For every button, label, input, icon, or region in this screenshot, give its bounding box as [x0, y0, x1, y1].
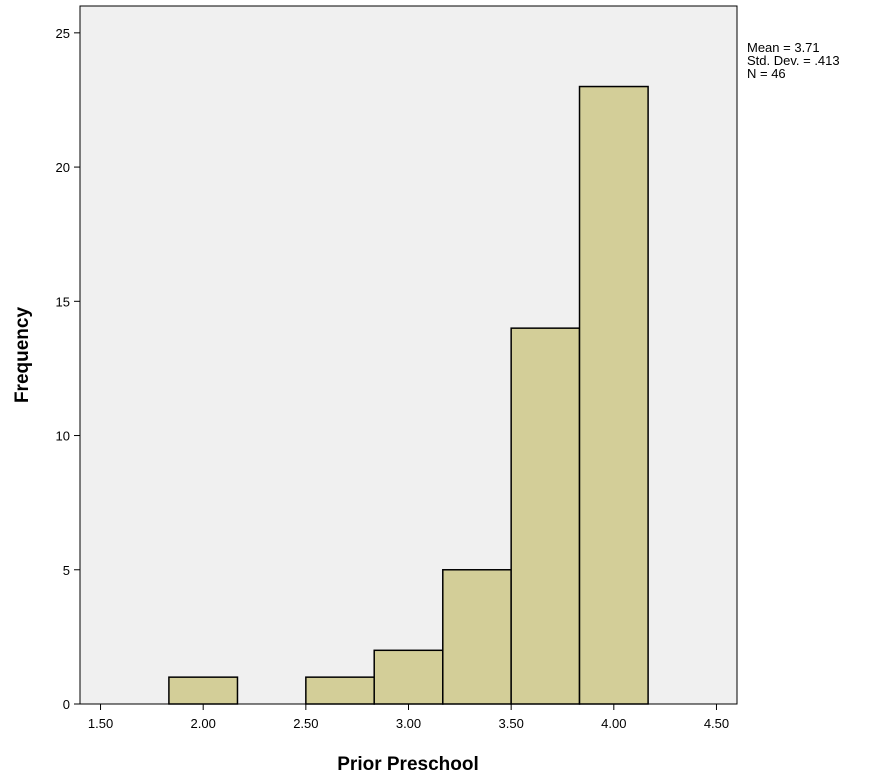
x-tick-label-2: 2.50 [293, 716, 318, 731]
stats-line-1: Std. Dev. = .413 [747, 53, 840, 68]
bar-6 [578, 85, 649, 705]
x-axis: 1.50 2.00 2.50 3.00 3.50 4.00 4.50 [88, 704, 729, 731]
y-tick-label-3: 15 [56, 294, 70, 309]
x-tick-label-5: 4.00 [601, 716, 626, 731]
bar-5 [510, 327, 581, 705]
y-axis-title: Frequency [12, 307, 33, 404]
y-tick-label-4: 20 [56, 160, 70, 175]
x-tick-label-6: 4.50 [704, 716, 729, 731]
y-tick-label-1: 5 [63, 563, 70, 578]
bar-0 [168, 676, 239, 705]
stats-line-0: Mean = 3.71 [747, 40, 820, 55]
bar-4 [442, 569, 512, 705]
x-tick-label-0: 1.50 [88, 716, 113, 731]
y-tick-label-2: 10 [56, 429, 70, 444]
bar-3 [373, 649, 444, 705]
bars-group [168, 85, 649, 705]
y-tick-label-0: 0 [63, 697, 70, 712]
x-axis-title: Prior Preschool [337, 754, 479, 775]
y-tick-label-5: 25 [56, 26, 70, 41]
x-tick-label-4: 3.50 [499, 716, 524, 731]
stats-line-2: N = 46 [747, 66, 786, 81]
y-axis: 0 5 10 15 20 25 [56, 26, 80, 712]
bar-2 [305, 676, 375, 705]
x-tick-label-1: 2.00 [191, 716, 216, 731]
x-tick-label-3: 3.00 [396, 716, 421, 731]
